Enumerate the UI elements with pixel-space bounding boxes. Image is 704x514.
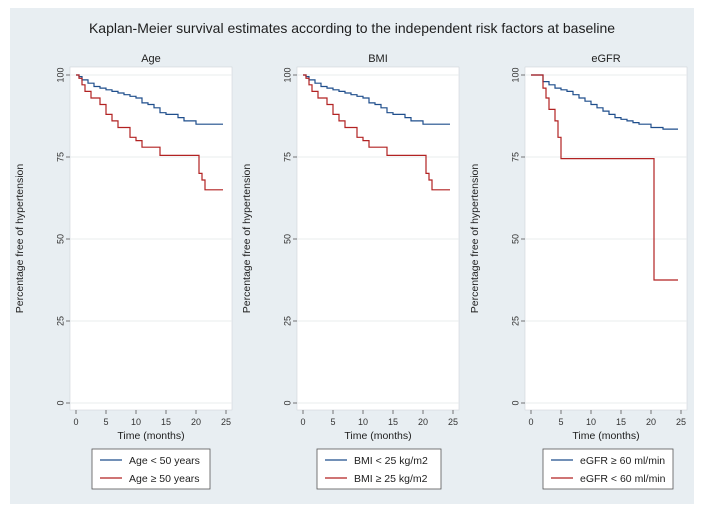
x-axis-label: Time (months) — [117, 430, 184, 442]
legend-label-2: eGFR < 60 ml/min — [580, 473, 666, 485]
y-tick-label: 100 — [55, 67, 65, 82]
x-tick-label: 25 — [221, 417, 231, 427]
x-axis-label: Time (months) — [344, 430, 411, 442]
legend-label-1: Age < 50 years — [129, 455, 200, 467]
panel-title: eGFR — [591, 53, 620, 65]
x-tick-label: 5 — [558, 417, 563, 427]
y-tick-label: 0 — [55, 400, 65, 405]
legend-label-2: BMI ≥ 25 kg/m2 — [354, 473, 428, 485]
x-tick-label: 15 — [388, 417, 398, 427]
x-tick-label: 20 — [191, 417, 201, 427]
legend: eGFR ≥ 60 ml/min eGFR < 60 ml/min — [542, 448, 674, 490]
y-axis-label: Percentage free of hypertension — [469, 164, 481, 314]
y-tick-label: 0 — [282, 400, 292, 405]
series-line-1 — [303, 74, 450, 125]
panel-title: Age — [141, 53, 161, 65]
y-tick-label: 75 — [282, 152, 292, 162]
x-tick-label: 20 — [418, 417, 428, 427]
series-line-2 — [303, 74, 450, 191]
y-axis-label: Percentage free of hypertension — [14, 164, 26, 314]
y-tick-label: 50 — [510, 234, 520, 244]
legend-box — [316, 448, 442, 490]
y-tick-label: 50 — [55, 234, 65, 244]
y-tick-label: 75 — [510, 152, 520, 162]
series-line-2 — [531, 74, 678, 281]
x-tick-label: 5 — [330, 417, 335, 427]
y-tick-label: 75 — [55, 152, 65, 162]
legend-box — [542, 448, 674, 490]
y-axis-label: Percentage free of hypertension — [241, 164, 253, 314]
x-tick-label: 15 — [161, 417, 171, 427]
x-tick-label: 25 — [676, 417, 686, 427]
y-tick-label: 100 — [510, 67, 520, 82]
x-tick-label: 5 — [103, 417, 108, 427]
legend-label-1: eGFR ≥ 60 ml/min — [580, 455, 665, 467]
y-tick-label: 50 — [282, 234, 292, 244]
x-tick-label: 0 — [73, 417, 78, 427]
legend-label-1: BMI < 25 kg/m2 — [354, 455, 428, 467]
panel-title: BMI — [368, 53, 388, 65]
legend: Age < 50 years Age ≥ 50 years — [91, 448, 211, 490]
x-tick-label: 20 — [646, 417, 656, 427]
series-line-1 — [531, 74, 678, 130]
y-tick-label: 25 — [510, 316, 520, 326]
x-axis-label: Time (months) — [572, 430, 639, 442]
y-tick-label: 25 — [282, 316, 292, 326]
series-line-2 — [76, 74, 223, 191]
legend-label-2: Age ≥ 50 years — [129, 473, 200, 485]
series-line-1 — [76, 74, 223, 125]
x-tick-label: 25 — [448, 417, 458, 427]
x-tick-label: 10 — [358, 417, 368, 427]
y-tick-label: 0 — [510, 400, 520, 405]
x-tick-label: 0 — [528, 417, 533, 427]
legend: BMI < 25 kg/m2 BMI ≥ 25 kg/m2 — [316, 448, 442, 490]
figure-title: Kaplan-Meier survival estimates accordin… — [89, 20, 615, 36]
x-tick-label: 0 — [300, 417, 305, 427]
y-tick-label: 25 — [55, 316, 65, 326]
x-tick-label: 15 — [616, 417, 626, 427]
x-tick-label: 10 — [586, 417, 596, 427]
y-tick-label: 100 — [282, 67, 292, 82]
legend-box — [91, 448, 211, 490]
x-tick-label: 10 — [131, 417, 141, 427]
